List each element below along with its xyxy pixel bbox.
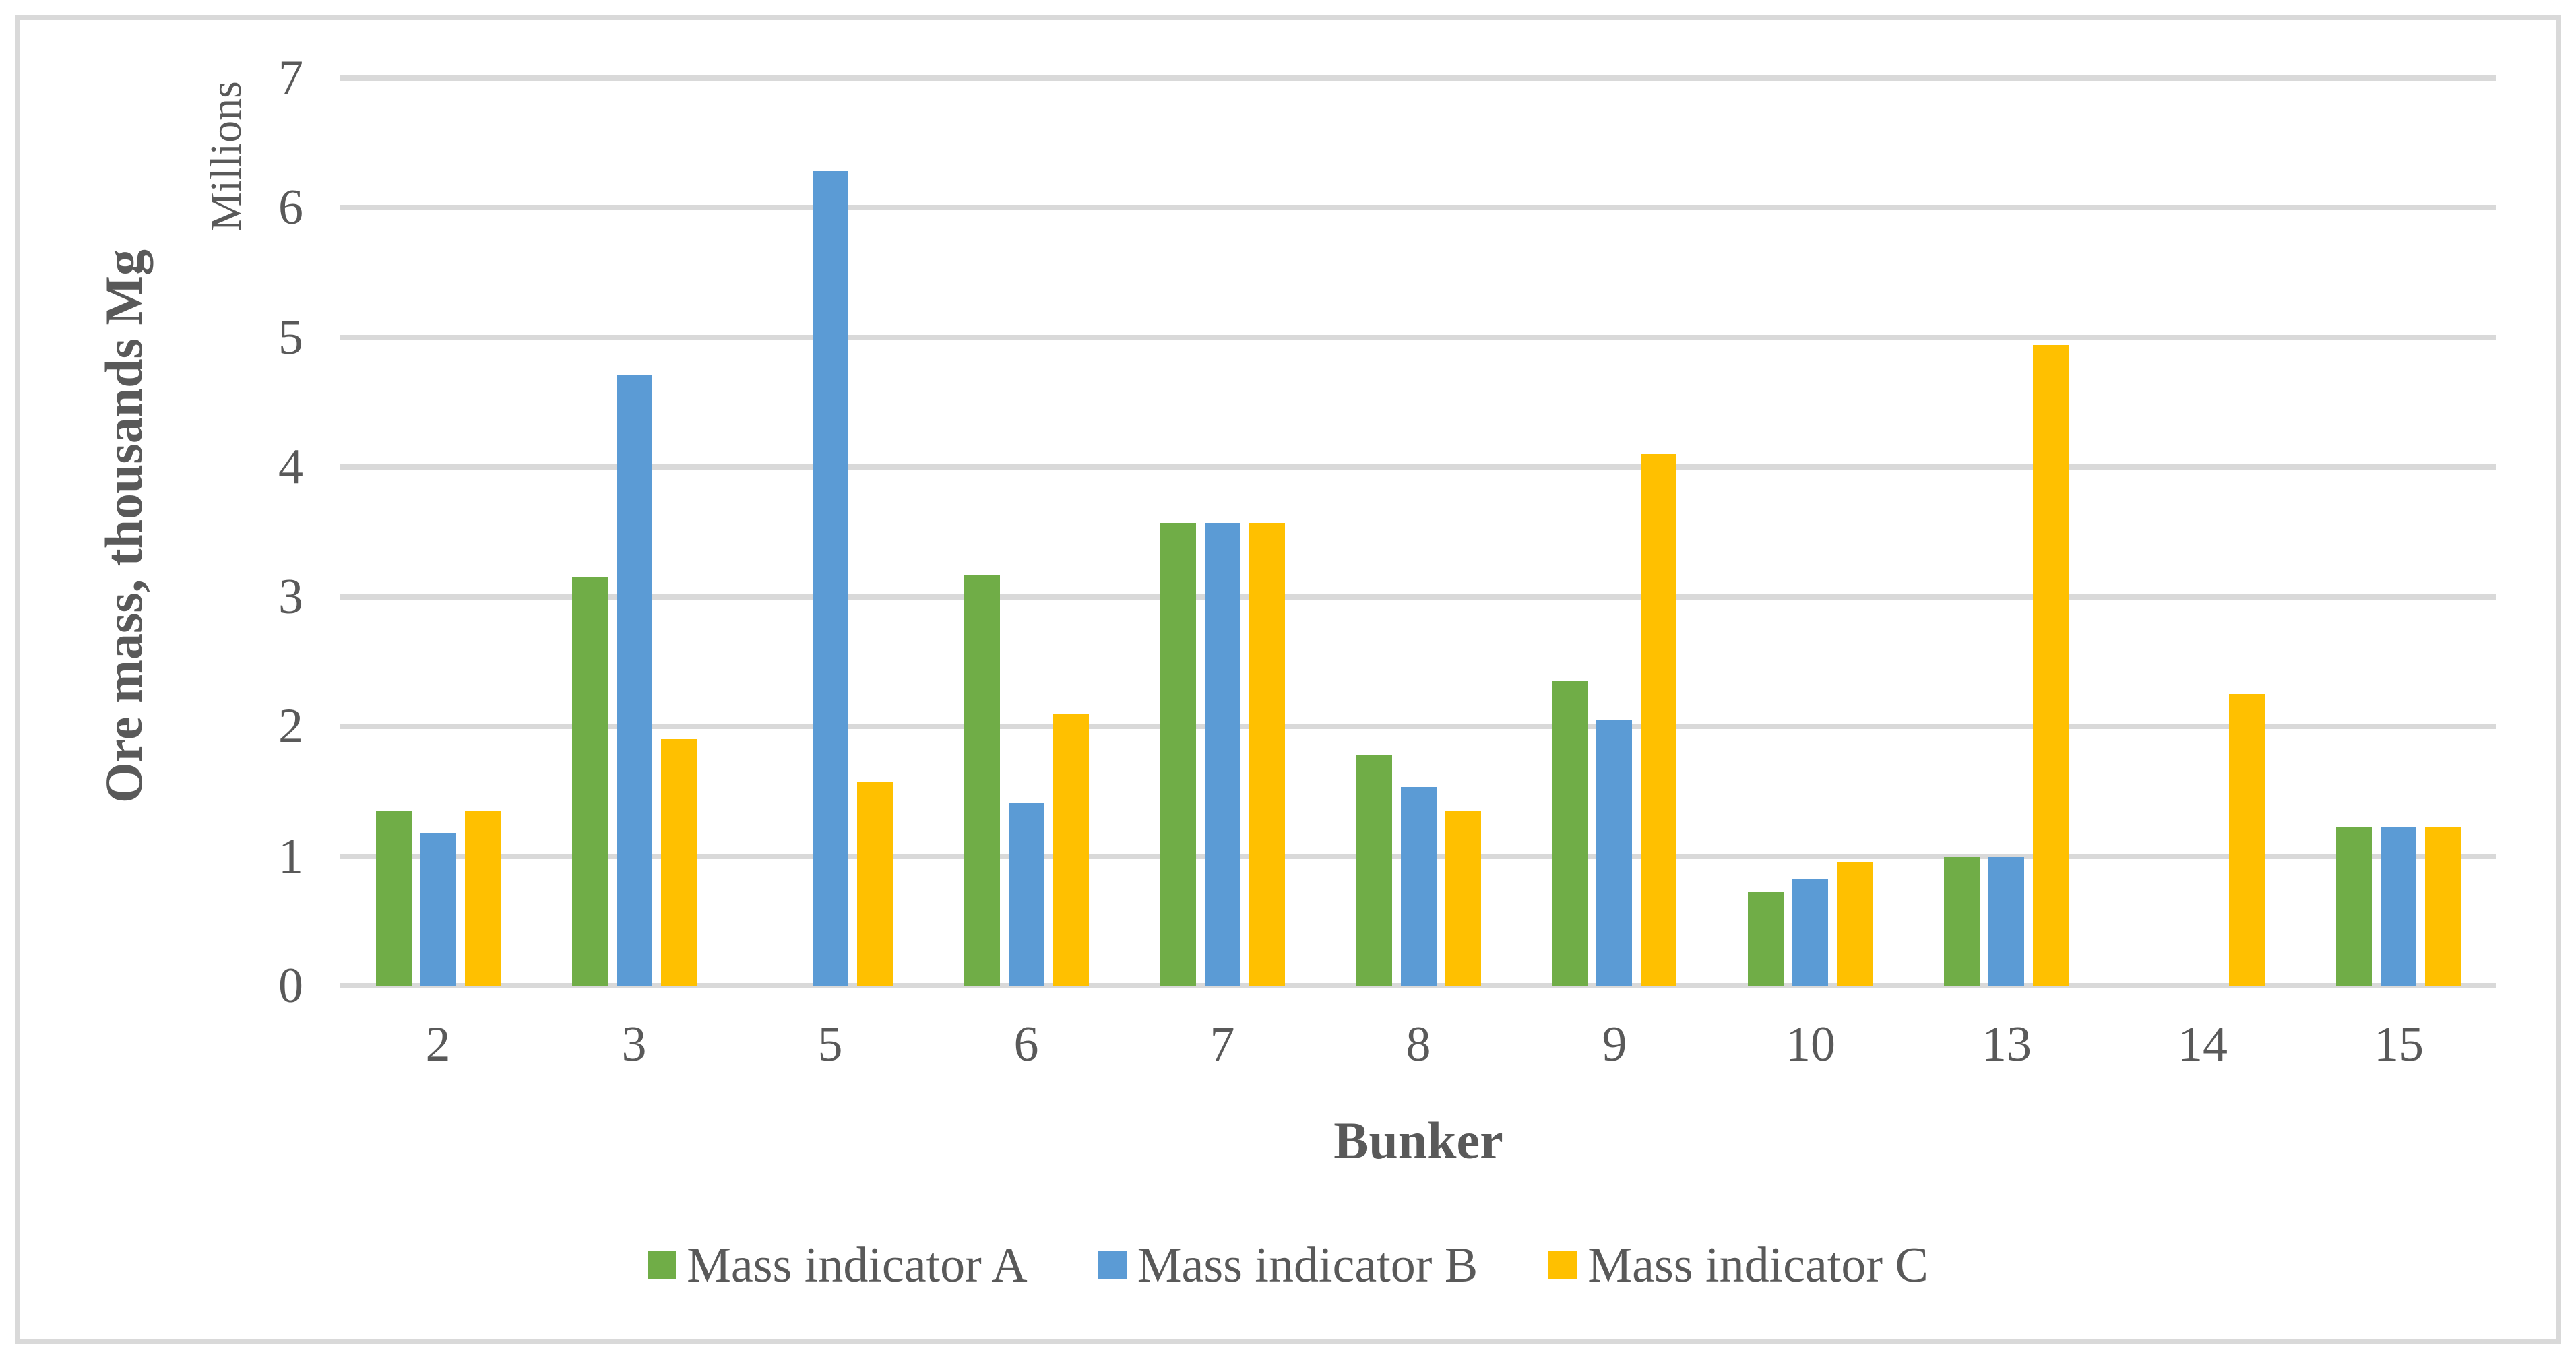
bar-a-bunker-8 — [1356, 755, 1392, 986]
bar-a-bunker-9 — [1552, 681, 1588, 986]
legend-label: Mass indicator A — [687, 1238, 1028, 1293]
y-tick-label: 7 — [278, 50, 303, 106]
bar-c-bunker-2 — [465, 811, 501, 986]
y-tick-label: 3 — [278, 569, 303, 625]
legend: Mass indicator A Mass indicator B Mass ind… — [0, 1232, 2576, 1299]
y-tick-label: 1 — [278, 828, 303, 884]
legend-swatch-icon — [1548, 1251, 1577, 1279]
bar-c-bunker-14 — [2229, 694, 2265, 986]
gridline — [340, 464, 2496, 470]
bar-b-bunker-13 — [1988, 857, 2024, 986]
y-tick-label: 5 — [278, 309, 303, 365]
x-category-label: 7 — [1210, 1017, 1235, 1072]
bar-b-bunker-2 — [420, 833, 456, 986]
gridline — [340, 205, 2496, 210]
bar-b-bunker-3 — [617, 375, 652, 986]
x-category-label: 8 — [1406, 1017, 1431, 1072]
y-tick-label: 0 — [278, 958, 303, 1013]
bar-b-bunker-7 — [1205, 523, 1240, 986]
bar-c-bunker-8 — [1445, 811, 1481, 986]
bar-c-bunker-15 — [2425, 827, 2461, 986]
legend-label: Mass indicator B — [1137, 1238, 1478, 1293]
gridline — [340, 724, 2496, 729]
bar-a-bunker-13 — [1944, 857, 1980, 986]
bar-a-bunker-2 — [376, 811, 412, 986]
bar-b-bunker-6 — [1009, 803, 1044, 986]
legend-item: Mass indicator B — [1098, 1232, 1478, 1299]
x-axis-title: Bunker — [1333, 1111, 1503, 1170]
bar-a-bunker-7 — [1160, 523, 1196, 986]
bar-c-bunker-13 — [2033, 345, 2069, 986]
x-category-label: 9 — [1602, 1017, 1627, 1072]
y-tick-label: 6 — [278, 180, 303, 235]
bar-b-bunker-10 — [1792, 879, 1828, 986]
bar-c-bunker-6 — [1053, 714, 1089, 986]
legend-label: Mass indicator C — [1588, 1238, 1928, 1293]
legend-item: Mass indicator A — [648, 1232, 1028, 1299]
bar-c-bunker-9 — [1641, 454, 1676, 986]
gridline — [340, 334, 2496, 340]
gridline — [340, 75, 2496, 81]
bar-b-bunker-9 — [1596, 720, 1632, 986]
y-axis-title: Ore mass, thousands Mg — [94, 249, 153, 804]
x-category-label: 14 — [2178, 1017, 2228, 1072]
legend-swatch-icon — [648, 1251, 677, 1279]
chart-border — [15, 15, 2561, 1344]
bar-b-bunker-15 — [2381, 827, 2416, 986]
bar-a-bunker-3 — [572, 577, 608, 986]
x-category-label: 5 — [817, 1017, 843, 1072]
x-category-label: 15 — [2374, 1017, 2424, 1072]
x-category-label: 2 — [425, 1017, 451, 1072]
bar-c-bunker-10 — [1837, 862, 1873, 986]
legend-swatch-icon — [1098, 1251, 1127, 1279]
x-category-label: 6 — [1013, 1017, 1039, 1072]
bar-b-bunker-8 — [1401, 787, 1437, 986]
bar-c-bunker-3 — [661, 739, 697, 986]
x-category-label: 10 — [1786, 1017, 1835, 1072]
bar-b-bunker-5 — [813, 171, 848, 986]
legend-item: Mass indicator C — [1548, 1232, 1928, 1299]
y-tick-label: 2 — [278, 699, 303, 754]
bar-c-bunker-5 — [857, 782, 893, 986]
x-category-label: 3 — [621, 1017, 647, 1072]
bar-c-bunker-7 — [1249, 523, 1285, 986]
x-category-label: 13 — [1982, 1017, 2032, 1072]
bar-a-bunker-6 — [964, 575, 1000, 986]
gridline — [340, 594, 2496, 600]
bar-a-bunker-10 — [1748, 892, 1784, 986]
y-tick-label: 4 — [278, 439, 303, 495]
gridline — [340, 983, 2496, 988]
bar-a-bunker-15 — [2336, 827, 2372, 986]
plot-area — [340, 75, 2496, 988]
